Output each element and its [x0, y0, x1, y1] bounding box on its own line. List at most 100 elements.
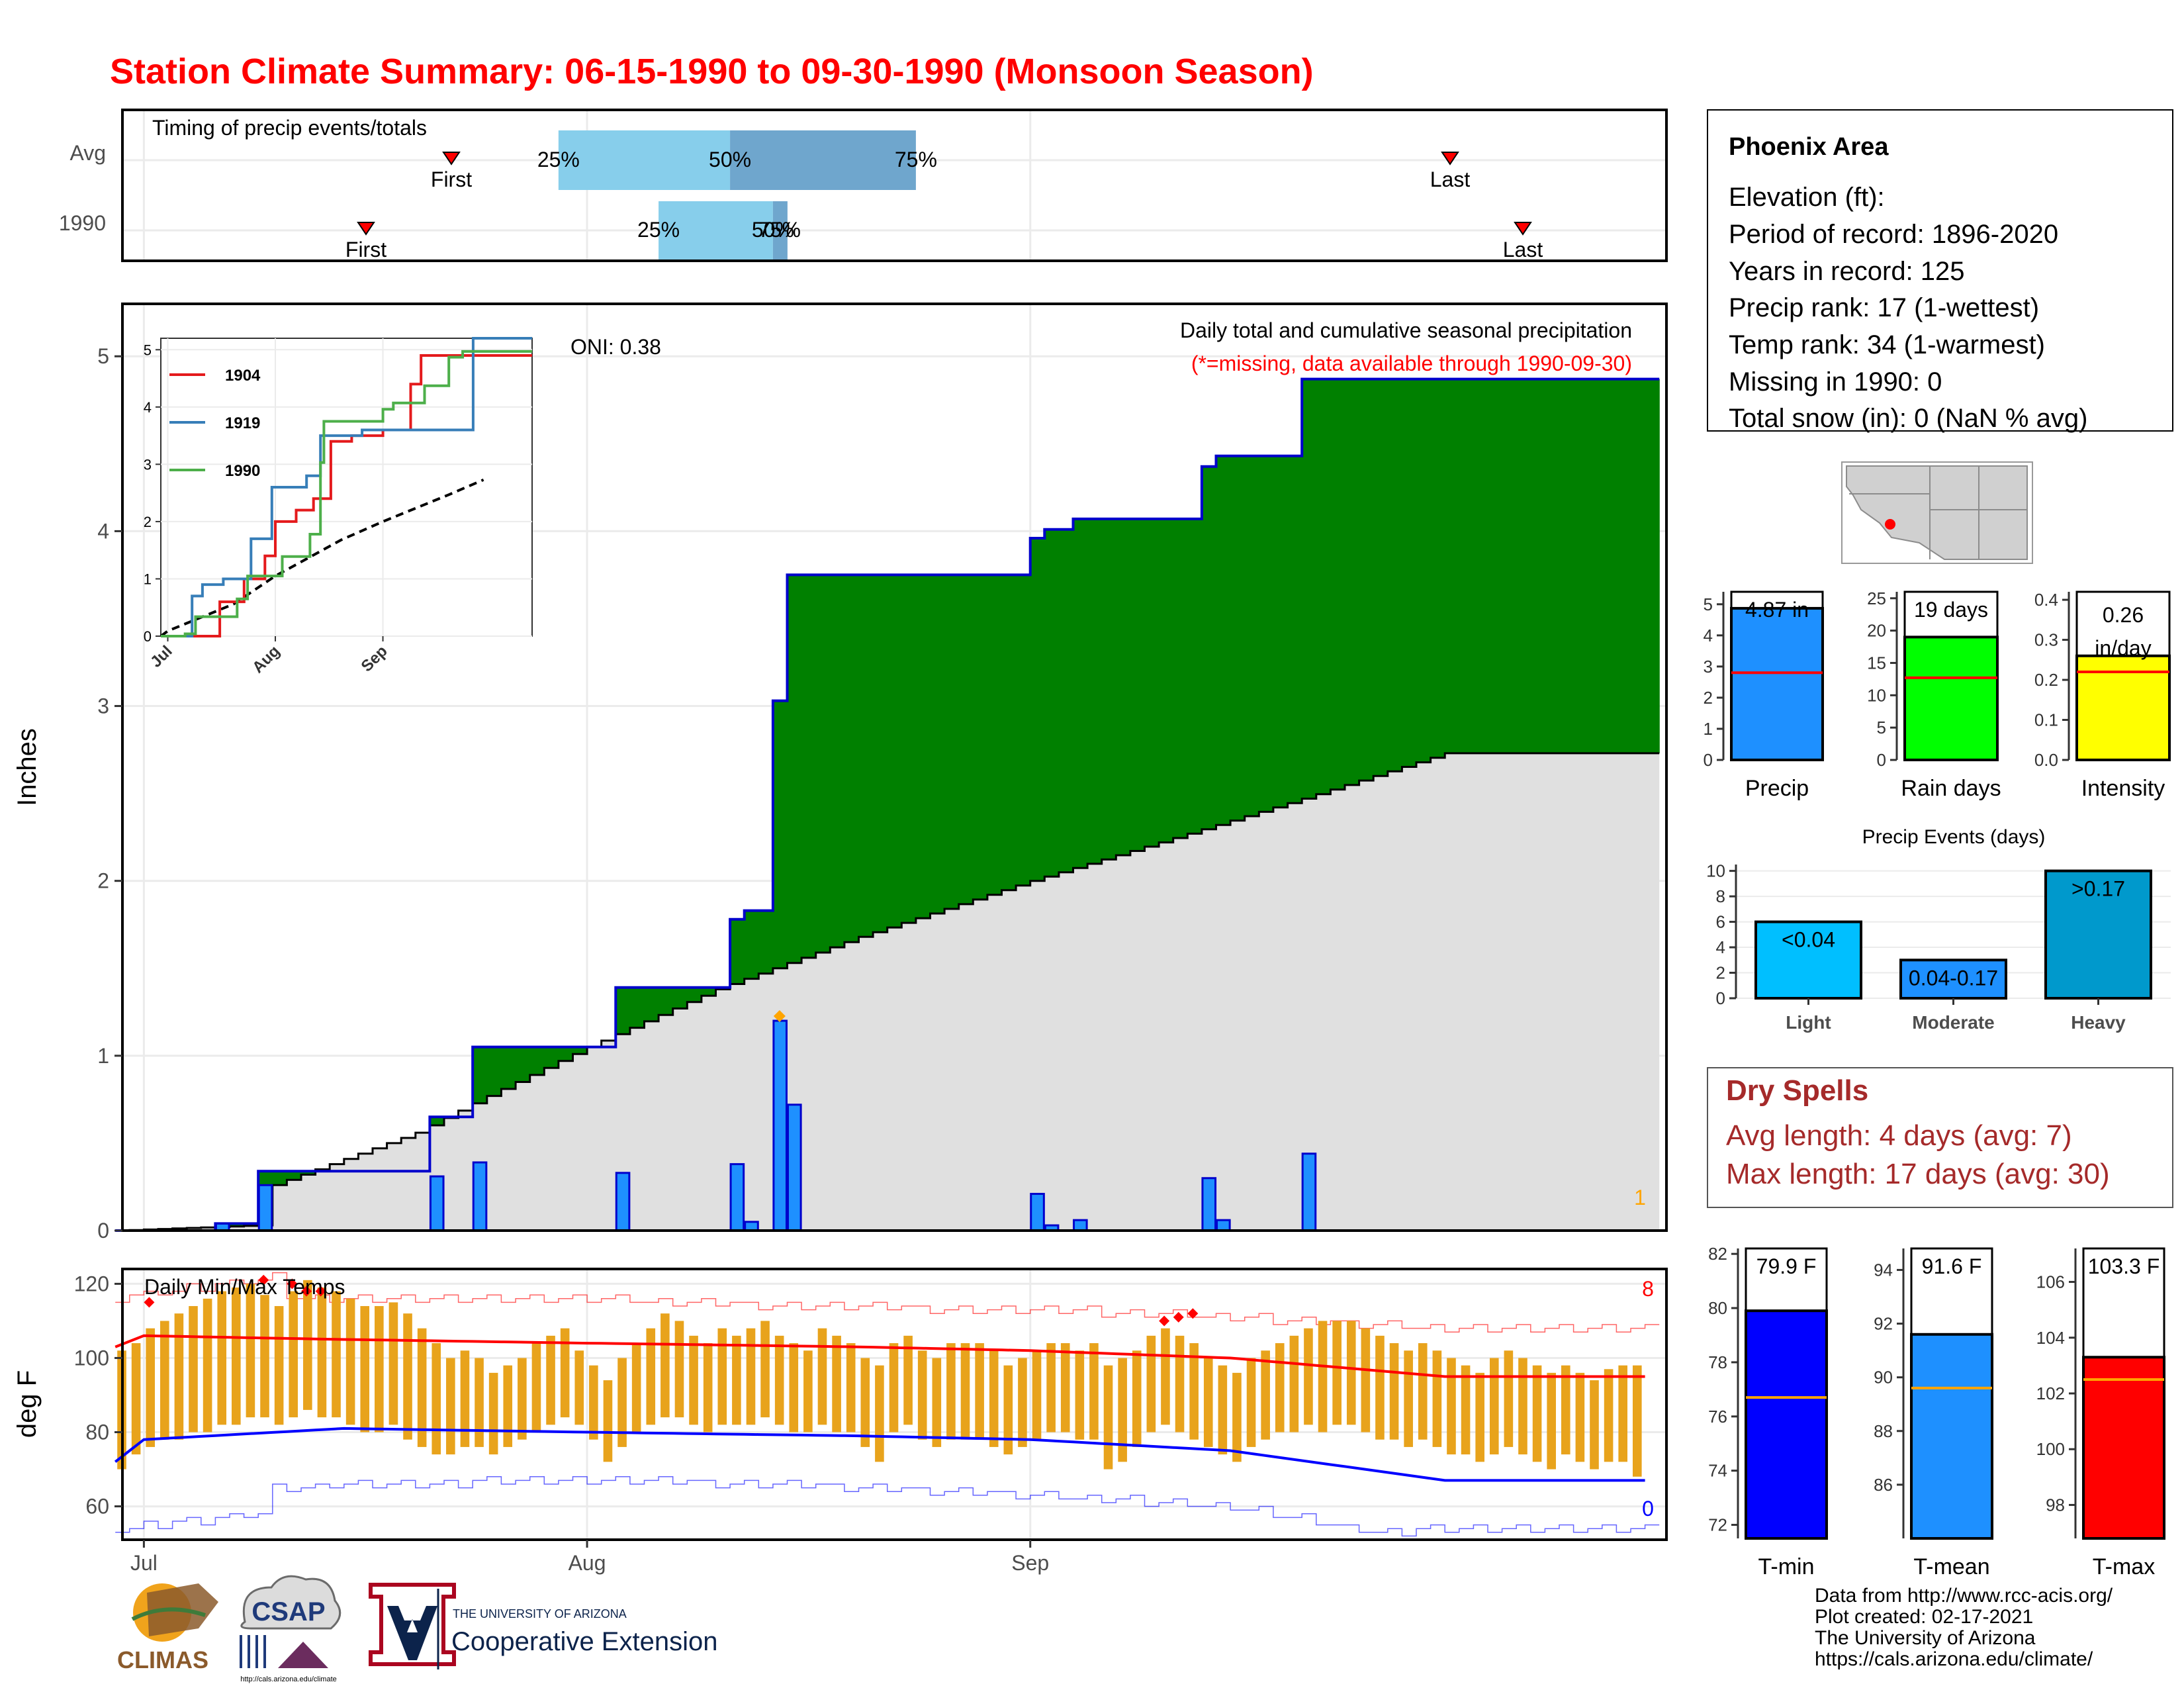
mini-bar-value-label: 79.9 F — [1756, 1254, 1817, 1278]
above-normal-fill — [1316, 379, 1331, 794]
above-normal-fill — [672, 987, 688, 1009]
daily-temp-range-bar — [732, 1335, 741, 1425]
above-normal-fill — [687, 987, 702, 1002]
timing-last-marker — [1441, 152, 1459, 165]
daily-temp-range-bar — [1032, 1350, 1042, 1440]
precip-ylabel: Inches — [13, 728, 42, 806]
daily-temp-range-bar — [1175, 1335, 1185, 1432]
above-normal-fill — [858, 575, 874, 937]
mini-bar-ytick-label: 80 — [1708, 1298, 1727, 1318]
above-normal-fill — [1101, 518, 1116, 860]
record-high-marker — [1159, 1315, 1170, 1327]
inset-legend-label-1904: 1904 — [225, 367, 261, 385]
map-state-lines — [1849, 466, 2027, 559]
daily-temp-range-bar — [260, 1295, 269, 1418]
timing-p75-label: 75% — [758, 218, 801, 242]
daily-temp-range-bar — [603, 1380, 613, 1462]
daily-temp-range-bar — [1203, 1358, 1213, 1447]
daily-temp-range-bar — [488, 1372, 498, 1455]
above-normal-fill — [1459, 379, 1474, 753]
above-normal-fill — [1001, 575, 1017, 890]
daily-temp-range-bar — [1432, 1350, 1442, 1447]
precip-summary-bar-1: 0 5 10 15 20 25 19 days Rain days — [1867, 588, 2001, 801]
precip-title: Daily total and cumulative seasonal prec… — [1180, 318, 1632, 342]
mini-bar-category-label: T-max — [2093, 1554, 2155, 1579]
above-normal-fill — [1402, 379, 1417, 767]
above-normal-fill — [844, 575, 860, 943]
above-normal-fill — [1187, 518, 1203, 834]
above-normal-fill — [901, 575, 917, 923]
locator-map — [1841, 461, 2033, 564]
mini-bar-value-label: 19 days — [1914, 598, 1988, 622]
daily-precip-bar — [729, 1163, 745, 1232]
daily-precip-bar — [257, 1184, 273, 1232]
daily-precip-bar — [615, 1172, 631, 1232]
csap-logo-url: http://cals.arizona.edu/climate — [240, 1675, 337, 1683]
footer-line-url: https://cals.arizona.edu/climate/ — [1815, 1648, 2093, 1670]
daily-temp-range-bar — [560, 1328, 570, 1418]
mini-bar-ytick-label: 2 — [1704, 688, 1713, 708]
daily-temp-range-bar — [1289, 1335, 1299, 1432]
footer-line-data-source: Data from http://www.rcc-acis.org/ — [1815, 1585, 2113, 1607]
climas-logo-text: CLIMAS — [117, 1646, 208, 1673]
above-normal-fill — [1473, 379, 1488, 753]
above-normal-fill — [958, 575, 974, 904]
mini-bar-ytick-label: 94 — [1874, 1260, 1893, 1280]
daily-temp-range-bar — [460, 1350, 470, 1447]
daily-temp-range-bar — [703, 1343, 713, 1432]
record-precip-marker — [773, 1010, 786, 1023]
daily-temp-range-bar — [1246, 1358, 1256, 1447]
timing-iqr-lower-bar — [659, 201, 773, 259]
precip-ytick-label: 3 — [97, 694, 109, 718]
above-normal-fill — [801, 575, 817, 958]
normal-cumulative-area — [115, 753, 1660, 1231]
mini-bar-label-box — [1745, 1247, 1828, 1314]
timing-first-marker — [357, 222, 375, 236]
daily-precip-bar — [1216, 1219, 1231, 1232]
daily-precip-bar — [1201, 1177, 1217, 1232]
timing-last-label: Last — [1430, 167, 1471, 191]
above-normal-fill — [830, 575, 845, 948]
inset-ytick-label: 0 — [144, 628, 152, 645]
daily-temp-range-bar — [746, 1328, 756, 1425]
above-normal-fill — [915, 575, 931, 919]
dry-spells-max: Max length: 17 days (avg: 30) — [1726, 1158, 2110, 1190]
daily-temp-range-bar — [1304, 1328, 1313, 1425]
daily-temp-range-bar — [1103, 1365, 1113, 1470]
mini-bar-ytick-label: 4 — [1704, 626, 1713, 645]
daily-temp-range-bar — [1018, 1358, 1027, 1447]
above-normal-fill — [1416, 379, 1432, 763]
mini-bar-ytick-label: 5 — [1704, 594, 1713, 614]
precip-ytick-label: 5 — [97, 344, 109, 368]
info-line-elevation: Elevation (ft): — [1729, 183, 1885, 212]
daily-precip-bar — [429, 1175, 445, 1232]
climas-logo-wave — [131, 1607, 206, 1621]
precip-events-ytick-label: 2 — [1716, 963, 1725, 983]
timing-first-marker — [442, 152, 461, 165]
mini-bar-ytick-label: 25 — [1867, 588, 1886, 608]
station-location-marker — [1885, 519, 1895, 530]
above-normal-fill — [730, 919, 745, 984]
mini-bar-ytick-label: 92 — [1874, 1314, 1893, 1334]
daily-temp-range-bar — [1161, 1328, 1170, 1425]
above-normal-fill — [1530, 379, 1545, 753]
timing-p50-label: 50% — [709, 148, 751, 171]
daily-temp-range-bar — [146, 1328, 156, 1447]
xtick-label: Jul — [130, 1551, 158, 1575]
precip-events-ytick-label: 4 — [1716, 937, 1725, 957]
above-normal-fill — [1259, 455, 1274, 812]
mini-bar-ytick-label: 3 — [1704, 657, 1713, 677]
mini-bar-ytick-label: 76 — [1708, 1407, 1727, 1427]
above-normal-fill — [430, 1117, 445, 1125]
above-normal-fill — [1645, 379, 1660, 753]
daily-temp-range-bar — [1189, 1343, 1199, 1440]
record-high-marker — [1173, 1311, 1184, 1323]
daily-temp-range-bar — [1003, 1365, 1013, 1455]
info-line-temp-rank: Temp rank: 34 (1-warmest) — [1729, 330, 2045, 359]
temps-ytick-label: 120 — [74, 1272, 109, 1295]
above-normal-fill — [629, 987, 645, 1028]
daily-temp-range-bar — [975, 1343, 984, 1440]
record-high-marker — [258, 1274, 269, 1286]
daily-temp-range-bar — [574, 1350, 584, 1425]
